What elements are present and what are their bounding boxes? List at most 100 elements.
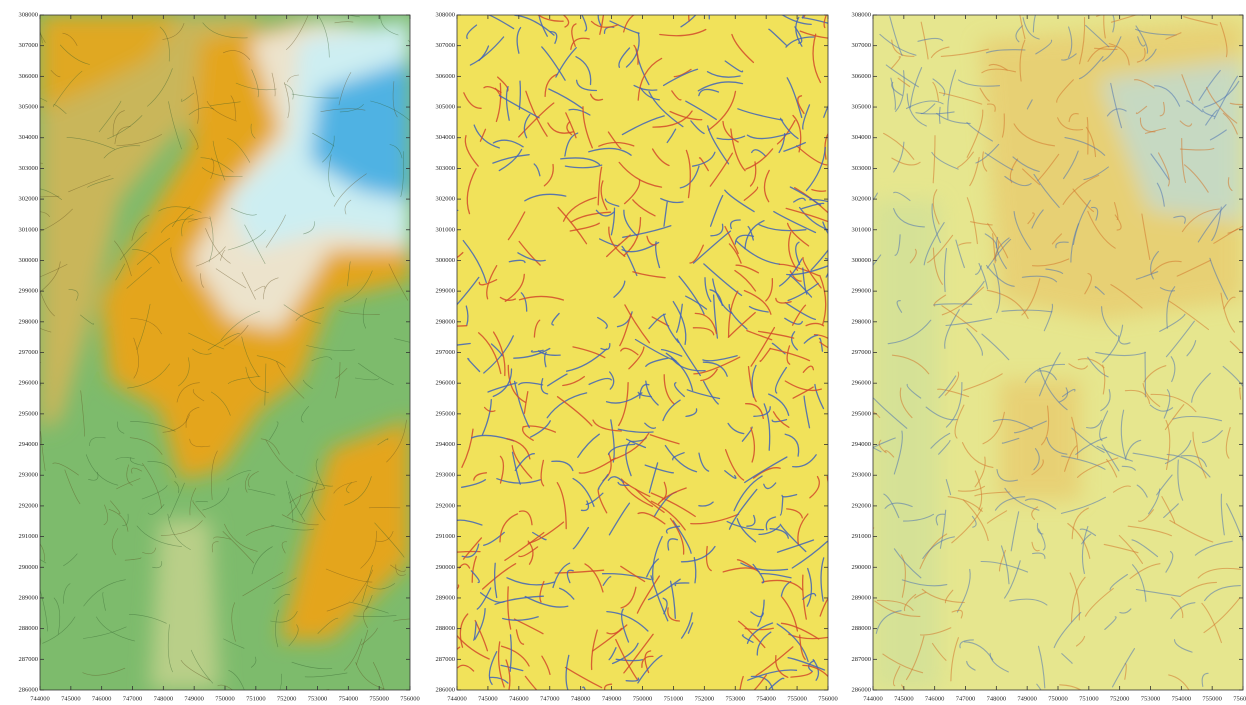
y-tick-label: 287000 [19,656,39,663]
y-tick-label: 292000 [852,502,872,509]
x-tick-label: 748000 [571,695,591,702]
x-tick-label: 756000 [1233,695,1246,702]
y-tick-label: 289000 [19,594,39,601]
y-tick-label: 289000 [852,594,872,601]
y-tick-label: 300000 [436,257,456,264]
y-tick-label: 307000 [436,42,456,49]
x-tick-label: 746000 [92,695,112,702]
y-tick-label: 299000 [852,288,872,295]
y-tick-label: 288000 [19,625,39,632]
x-tick-label: 755000 [787,695,807,702]
y-tick-label: 290000 [852,564,872,571]
x-tick-label: 754000 [1172,695,1192,702]
y-tick-label: 298000 [852,318,872,325]
y-tick-label: 308000 [19,11,39,18]
x-tick-label: 747000 [123,695,143,702]
y-tick-label: 289000 [436,594,456,601]
x-tick-label: 751000 [1079,695,1099,702]
y-tick-label: 294000 [852,441,872,448]
y-tick-label: 295000 [436,410,456,417]
y-tick-label: 293000 [436,472,456,479]
y-tick-label: 300000 [19,257,39,264]
y-tick-label: 296000 [436,380,456,387]
x-tick-label: 752000 [695,695,715,702]
y-tick-label: 307000 [19,42,39,49]
y-tick-label: 293000 [852,472,872,479]
y-tick-label: 305000 [19,104,39,111]
y-tick-label: 303000 [852,165,872,172]
y-tick-label: 292000 [19,502,39,509]
stream [1142,6,1147,16]
x-tick-label: 755000 [369,695,389,702]
y-tick-label: 304000 [19,134,39,141]
y-tick-label: 299000 [19,288,39,295]
y-tick-label: 290000 [19,564,39,571]
y-tick-label: 286000 [19,686,39,693]
y-tick-label: 288000 [852,625,872,632]
x-tick-label: 751000 [664,695,684,702]
x-tick-label: 744000 [863,695,883,702]
x-tick-label: 744000 [447,695,467,702]
y-tick-label: 290000 [436,564,456,571]
x-tick-label: 755000 [1202,695,1222,702]
y-tick-label: 304000 [436,134,456,141]
y-tick-label: 308000 [852,11,872,18]
y-tick-label: 287000 [436,656,456,663]
x-tick-label: 746000 [925,695,945,702]
y-tick-label: 306000 [852,73,872,80]
y-tick-label: 301000 [436,226,456,233]
y-tick-label: 301000 [852,226,872,233]
x-tick-label: 749000 [184,695,204,702]
stream [852,528,873,530]
y-tick-label: 297000 [852,349,872,356]
stream [443,210,457,216]
x-tick-label: 745000 [478,695,498,702]
y-tick-label: 306000 [436,73,456,80]
y-tick-label: 302000 [436,196,456,203]
stream [804,0,822,17]
y-tick-label: 301000 [19,226,39,233]
y-tick-label: 304000 [852,134,872,141]
y-tick-label: 297000 [436,349,456,356]
y-tick-label: 305000 [436,104,456,111]
y-tick-label: 294000 [436,441,456,448]
y-tick-label: 291000 [436,533,456,540]
y-tick-label: 291000 [852,533,872,540]
stream [335,0,340,15]
blended-map [873,15,1243,690]
y-tick-label: 294000 [19,441,39,448]
y-tick-label: 286000 [852,686,872,693]
y-tick-label: 296000 [852,380,872,387]
y-tick-label: 295000 [19,410,39,417]
x-tick-label: 749000 [1017,695,1037,702]
y-tick-label: 287000 [852,656,872,663]
y-tick-label: 292000 [436,502,456,509]
y-tick-label: 291000 [19,533,39,540]
stream [15,362,41,364]
x-tick-label: 750000 [1048,695,1068,702]
y-tick-label: 295000 [852,410,872,417]
stream [827,477,845,505]
y-tick-label: 298000 [436,318,456,325]
y-tick-label: 308000 [436,11,456,18]
x-tick-label: 754000 [756,695,776,702]
x-tick-label: 745000 [894,695,914,702]
y-tick-label: 303000 [436,165,456,172]
x-tick-label: 756000 [818,695,838,702]
y-tick-label: 307000 [852,42,872,49]
y-tick-label: 300000 [852,257,872,264]
x-tick-label: 747000 [956,695,976,702]
y-tick-label: 296000 [19,380,39,387]
y-tick-label: 306000 [19,73,39,80]
y-tick-label: 303000 [19,165,39,172]
x-tick-label: 748000 [987,695,1007,702]
y-tick-label: 293000 [19,472,39,479]
x-tick-label: 750000 [215,695,235,702]
y-tick-label: 302000 [19,196,39,203]
y-tick-label: 298000 [19,318,39,325]
x-tick-label: 751000 [246,695,266,702]
x-tick-label: 754000 [339,695,359,702]
x-tick-label: 748000 [154,695,174,702]
stream [17,138,43,163]
y-tick-label: 299000 [436,288,456,295]
